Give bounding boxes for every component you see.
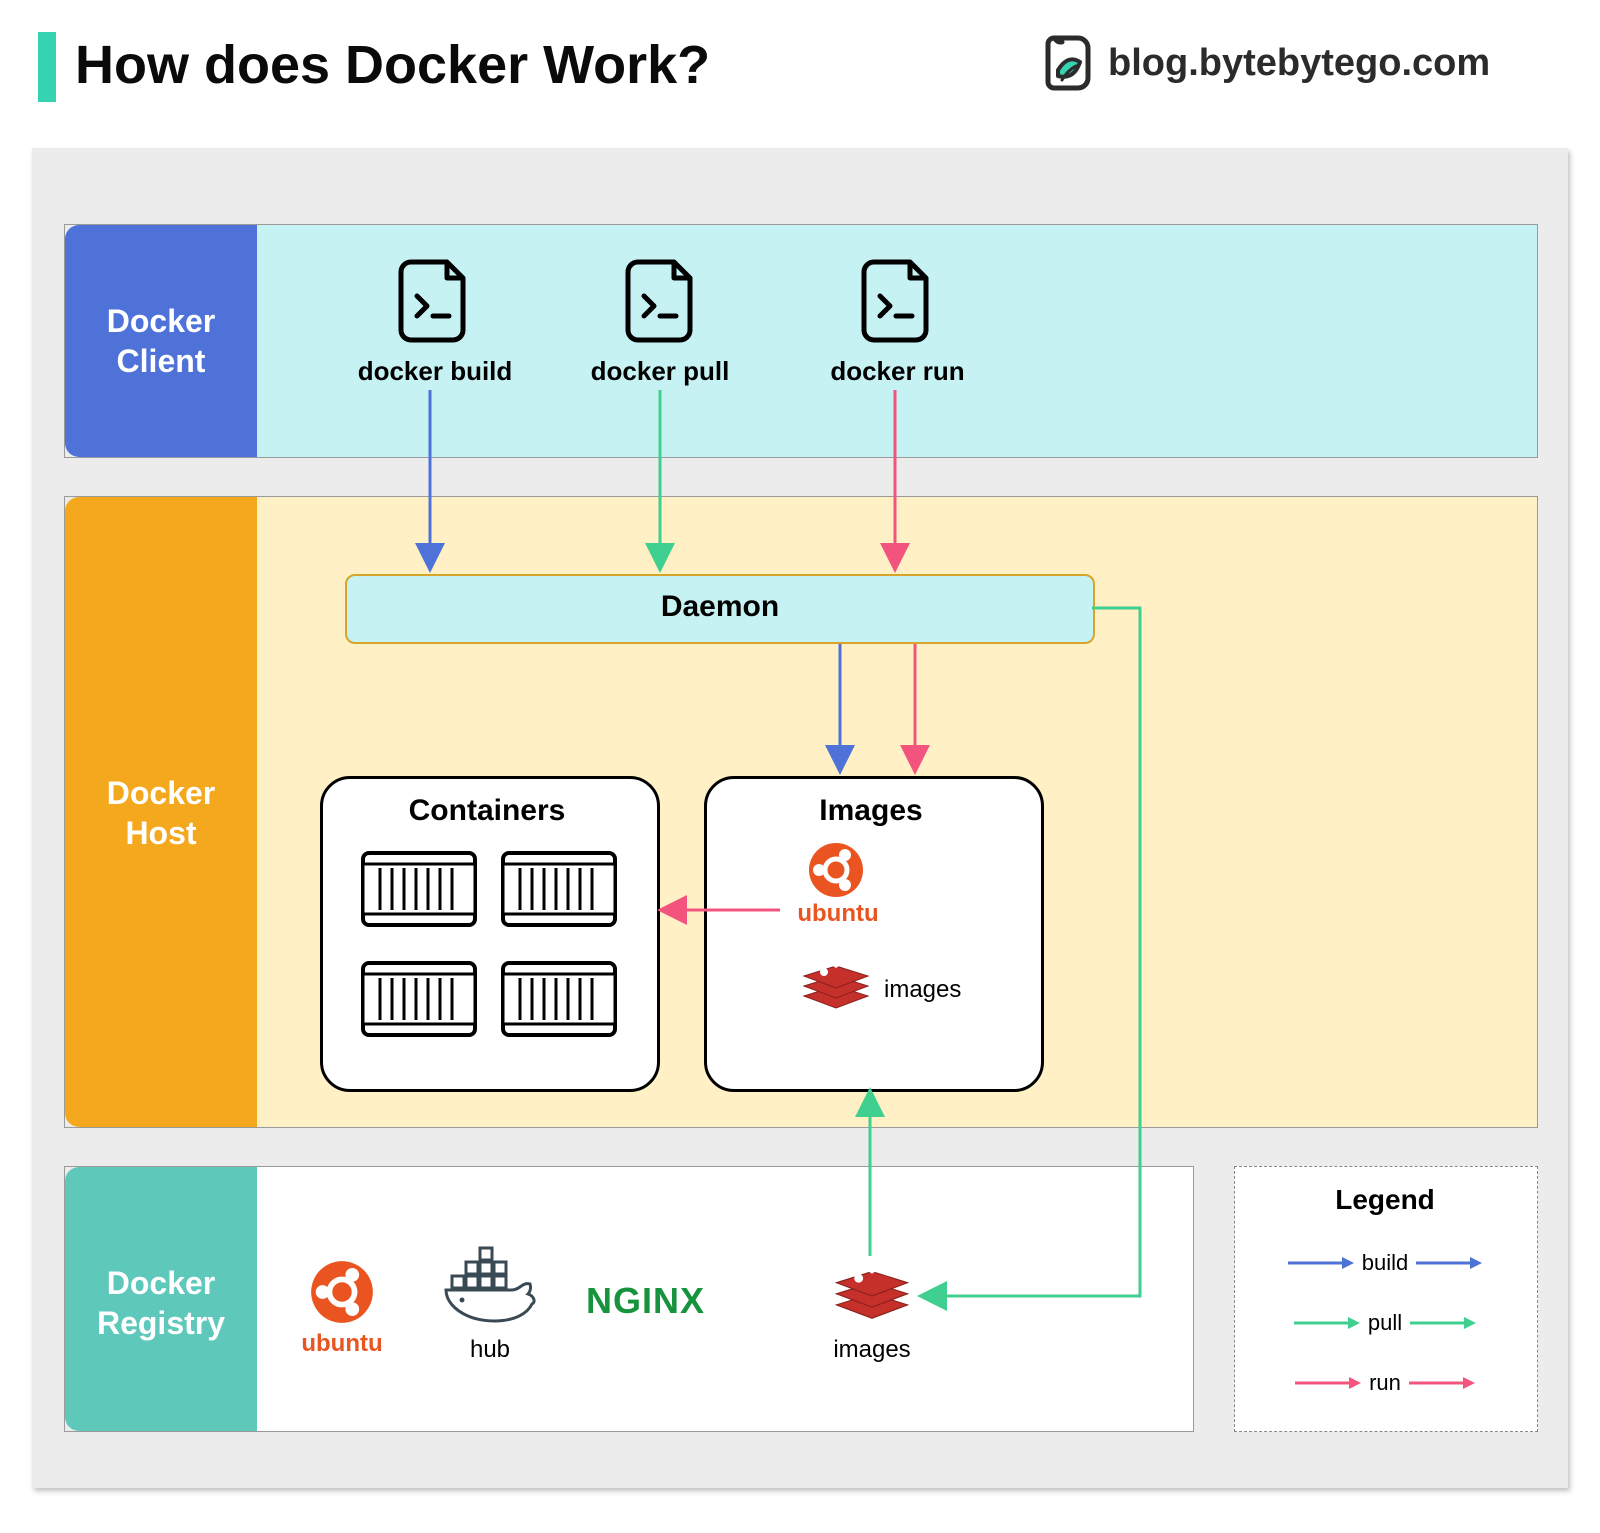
legend-arrow-icon	[1407, 1374, 1477, 1392]
container-icon	[360, 850, 478, 928]
ubuntu-icon	[808, 842, 864, 898]
daemon-box: Daemon	[345, 574, 1095, 644]
accent-bar	[38, 32, 56, 102]
ubuntu-icon	[310, 1260, 374, 1324]
legend-row-run: run	[1254, 1370, 1516, 1396]
ubuntu-label-registry: ubuntu	[292, 1330, 392, 1358]
legend-build-label: build	[1362, 1250, 1408, 1276]
terminal-icon	[395, 256, 473, 346]
legend-arrow-icon	[1408, 1314, 1478, 1332]
section-client: Docker Client	[64, 224, 1538, 458]
docker-pull-label: docker pull	[560, 356, 760, 387]
terminal-icon	[622, 256, 700, 346]
page-title: How does Docker Work?	[75, 34, 710, 96]
section-client-label: Docker Client	[65, 301, 257, 381]
legend-row-build: build	[1254, 1250, 1516, 1276]
redis-label-images: images	[884, 976, 961, 1004]
legend-arrow-icon	[1286, 1254, 1356, 1272]
redis-cube-icon	[800, 956, 872, 1020]
nginx-label: NGINX	[586, 1280, 705, 1322]
legend-pull-label: pull	[1368, 1310, 1402, 1336]
docker-build-label: docker build	[330, 356, 540, 387]
legend-arrow-icon	[1292, 1314, 1362, 1332]
redis-cube-icon	[832, 1260, 912, 1332]
docker-run-label: docker run	[800, 356, 995, 387]
hub-label: hub	[450, 1336, 530, 1364]
section-registry-label: Docker Registry	[65, 1263, 257, 1343]
docker-whale-icon	[440, 1246, 540, 1326]
containers-title: Containers	[320, 794, 654, 828]
section-registry-body	[257, 1167, 1193, 1431]
legend-title: Legend	[1234, 1184, 1536, 1216]
legend-run-label: run	[1369, 1370, 1401, 1396]
legend-arrow-icon	[1414, 1254, 1484, 1272]
legend-row-pull: pull	[1254, 1310, 1516, 1336]
bytebytego-logo-icon	[1042, 32, 1098, 94]
redis-label-registry: images	[826, 1336, 918, 1364]
ubuntu-label-images: ubuntu	[788, 900, 888, 928]
page-root: How does Docker Work? blog.bytebytego.co…	[0, 0, 1600, 1533]
container-icon	[500, 850, 618, 928]
container-icon	[360, 960, 478, 1038]
images-title: Images	[704, 794, 1038, 828]
container-icon	[500, 960, 618, 1038]
blog-url: blog.bytebytego.com	[1108, 42, 1490, 85]
daemon-label: Daemon	[347, 590, 1093, 624]
terminal-icon	[858, 256, 936, 346]
section-host-label: Docker Host	[65, 773, 257, 853]
legend-arrow-icon	[1293, 1374, 1363, 1392]
